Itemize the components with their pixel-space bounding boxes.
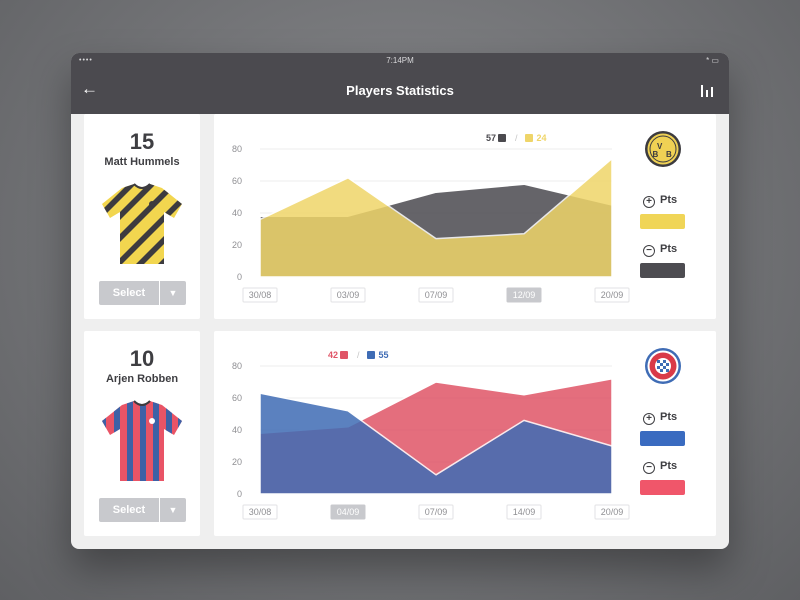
points-legend: + Pts − Pts — [640, 331, 690, 536]
chart-legend: 57 / 24 — [486, 132, 547, 143]
status-bar: •••• 7:14PM * ▭ — [71, 53, 729, 69]
bvb-logo-icon: V B B — [645, 131, 681, 167]
x-tick-box — [594, 504, 630, 520]
plus-points-label: + Pts — [643, 411, 677, 425]
player-select: Select ▼ — [99, 498, 186, 522]
y-tick-label: 20 — [232, 457, 242, 467]
player-card: 10 Arjen Robben Select ▼ — [84, 331, 200, 536]
x-tick-label: 20/09 — [601, 507, 624, 517]
x-tick-label: 30/08 — [249, 507, 272, 517]
legend-swatch — [524, 133, 533, 142]
player-row-2: 10 Arjen Robben Select ▼ — [84, 331, 716, 536]
legend-value-yellow: 24 — [536, 132, 547, 143]
x-tick-label: 12/09 — [513, 290, 536, 300]
minus-points-label: − Pts — [643, 243, 677, 257]
x-tick-box — [506, 504, 542, 520]
y-tick-label: 80 — [232, 144, 242, 154]
svg-text:B: B — [666, 150, 672, 159]
legend-separator: / — [515, 132, 518, 143]
y-tick-label: 60 — [232, 176, 242, 186]
select-button[interactable]: Select — [99, 281, 159, 305]
x-tick-box — [418, 287, 454, 303]
legend-separator: / — [357, 349, 360, 360]
y-tick-label: 0 — [237, 272, 242, 282]
minus-points-bar — [640, 263, 685, 278]
legend-swatch — [340, 350, 349, 359]
points-legend: V B B + Pts − Pts — [640, 114, 690, 319]
player-card: 15 Matt Hummels Select ▼ — [84, 114, 200, 319]
player-number: 15 — [129, 129, 155, 154]
player-name: Matt Hummels — [104, 156, 180, 168]
x-tick-box — [594, 287, 630, 303]
jersey-striped-icon — [102, 400, 182, 481]
legend-value-blue: 55 — [378, 349, 389, 360]
x-tick-box — [242, 504, 278, 520]
tablet-frame: •••• 7:14PM * ▭ ← Players Statistics 15 … — [71, 53, 729, 549]
area-chart: 80 60 40 20 0 30/08 04/09 07/09 14/09 20/09 — [232, 361, 630, 520]
x-tick-box — [506, 287, 542, 303]
minus-points-bar — [640, 480, 685, 495]
legend-swatch — [366, 350, 375, 359]
fcb-logo-icon — [645, 348, 681, 384]
minus-points-label: − Pts — [643, 460, 677, 474]
area-series-2 — [259, 392, 613, 495]
x-tick-box — [330, 504, 366, 520]
x-tick-label: 14/09 — [513, 507, 536, 517]
area-chart: 80 60 40 20 0 30/08 03/09 07/09 12/09 20/09 — [232, 144, 630, 303]
chart-legend: 42 / 55 — [328, 349, 389, 360]
y-tick-label: 40 — [232, 425, 242, 435]
minus-circle-icon: − — [643, 245, 655, 257]
x-tick-box — [330, 287, 366, 303]
bar-chart-icon[interactable] — [701, 85, 715, 97]
x-tick-label: 03/09 — [337, 290, 360, 300]
legend-swatch — [498, 133, 507, 142]
y-tick-label: 60 — [232, 393, 242, 403]
jersey-yellow-icon — [102, 183, 182, 264]
plus-points-label: + Pts — [643, 194, 677, 208]
y-tick-label: 80 — [232, 361, 242, 371]
plus-circle-icon: + — [643, 196, 655, 208]
plus-circle-icon: + — [643, 413, 655, 425]
x-tick-label: 07/09 — [425, 507, 448, 517]
chevron-down-icon[interactable]: ▼ — [160, 281, 186, 305]
page-title: Players Statistics — [346, 83, 454, 98]
svg-text:V: V — [657, 142, 663, 151]
signal-icon: •••• — [79, 57, 93, 64]
area-series-2 — [259, 157, 613, 278]
chart-card: 80 60 40 20 0 30/08 03/09 07/09 12/09 20/09 57 / 24… — [214, 114, 716, 319]
svg-text:B: B — [653, 150, 659, 159]
chevron-down-icon[interactable]: ▼ — [160, 498, 186, 522]
legend-value-red: 42 — [328, 349, 339, 360]
x-tick-label: 04/09 — [337, 507, 360, 517]
player-number: 10 — [129, 346, 155, 371]
legend-value-dark: 57 — [486, 132, 497, 143]
nav-bar: ← Players Statistics — [71, 69, 729, 114]
player-name: Arjen Robben — [105, 373, 179, 385]
plus-points-bar — [640, 214, 685, 229]
plus-points-bar — [640, 431, 685, 446]
x-tick-label: 07/09 — [425, 290, 448, 300]
x-tick-box — [418, 504, 454, 520]
x-tick-label: 20/09 — [601, 290, 624, 300]
chart-card: 80 60 40 20 0 30/08 04/09 07/09 14/09 20/09 42 / 55 — [214, 331, 716, 536]
battery-icon: * ▭ — [706, 56, 719, 65]
x-tick-label: 30/08 — [249, 290, 272, 300]
y-tick-label: 40 — [232, 208, 242, 218]
select-button[interactable]: Select — [99, 498, 159, 522]
back-arrow-icon[interactable]: ← — [81, 79, 98, 98]
x-tick-box — [242, 287, 278, 303]
minus-circle-icon: − — [643, 462, 655, 474]
y-tick-label: 20 — [232, 240, 242, 250]
status-time: 7:14PM — [386, 56, 414, 65]
player-select: Select ▼ — [99, 281, 186, 305]
player-row-1: 15 Matt Hummels Select ▼ — [84, 114, 716, 319]
y-tick-label: 0 — [237, 489, 242, 499]
